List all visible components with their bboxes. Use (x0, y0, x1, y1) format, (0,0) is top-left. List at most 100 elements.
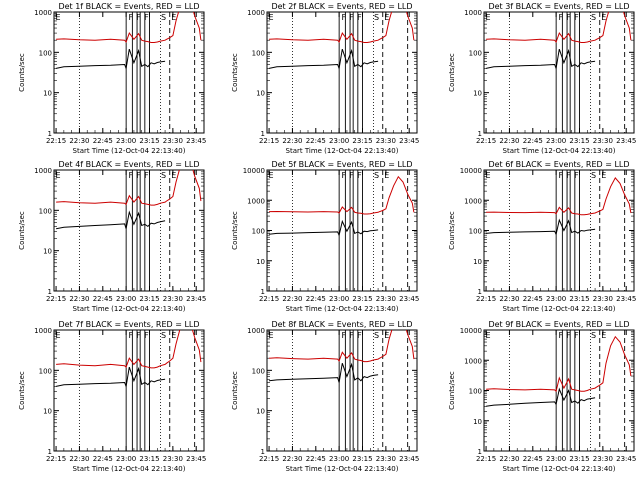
plot-3-ylabel: Counts/sec (448, 53, 456, 92)
plot-4-events-line (56, 210, 166, 230)
plot-6-xtick-label: 22:45 (523, 295, 543, 303)
plot-9-ytick-label: 1 (478, 448, 482, 456)
plot-1-annotation: F (136, 13, 141, 22)
plot-6-ytick-label: 1000 (464, 197, 482, 205)
plot-3-ytick-label: 1000 (464, 9, 482, 17)
plot-7-annotation: S (161, 331, 166, 340)
plot-9-annotation: F (559, 331, 564, 340)
plot-9-ytick-label: 1000 (464, 357, 482, 365)
plot-6-ytick-label: 1 (478, 288, 482, 296)
plot-4-xtick-label: 23:30 (163, 295, 183, 303)
plot-1-lld-line (56, 12, 202, 43)
plot-7-ytick-label: 10 (43, 408, 52, 416)
plot-9-annotation: F (574, 331, 579, 340)
plot-2-ylabel: Counts/sec (231, 53, 239, 92)
plot-9-ytick-label: 10 (473, 418, 482, 426)
plot-3-annotation: F (559, 13, 564, 22)
plot-5-events-line (269, 219, 379, 237)
plot-2-ytick-label: 10 (256, 90, 265, 98)
plot-4-xtick-label: 23:15 (139, 295, 159, 303)
plot-9-xlabel: Start Time (12-Oct-04 22:13:40) (503, 465, 616, 473)
plot-7-ytick-label: 1000 (34, 327, 52, 335)
plot-1-xtick-label: 23:00 (116, 137, 136, 145)
plot-7-xtick-label: 23:45 (186, 455, 206, 463)
plot-9-events-line (486, 387, 596, 407)
plot-2-lld-line (269, 12, 415, 43)
plot-8-title: Det 8f BLACK = Events, RED = LLD (271, 320, 412, 329)
plot-6-annotation: F (566, 171, 571, 180)
plot-4-ytick-label: 10 (43, 248, 52, 256)
plot-6-xtick-label: 22:15 (476, 295, 496, 303)
plot-4-annotation: F (136, 171, 141, 180)
plot-4-annotation: E (171, 171, 176, 180)
plot-5-annotation: E (384, 171, 389, 180)
plot-6-xlabel: Start Time (12-Oct-04 22:13:40) (503, 305, 616, 313)
plot-2-annotation: F (357, 13, 362, 22)
plot-1-annotation: F (129, 13, 134, 22)
plot-8-annotation: E (268, 331, 273, 340)
plot-7-annotation: E (55, 331, 60, 340)
plot-9-ytick-label: 10000 (460, 327, 482, 335)
plot-5-ytick-label: 10000 (243, 167, 265, 175)
plot-5-lld-line (269, 175, 415, 215)
plot-5-annotation: E (268, 171, 273, 180)
plot-5-xtick-label: 23:00 (329, 295, 349, 303)
plot-7-events-line (55, 366, 166, 389)
plot-2-annotation: E (268, 13, 273, 22)
plot-3-xtick-label: 22:30 (499, 137, 519, 145)
plot-3-ytick-label: 10 (473, 90, 482, 98)
plot-8-xtick-label: 22:15 (259, 455, 279, 463)
plot-5-xtick-label: 22:45 (306, 295, 326, 303)
plot-3-lld-line (486, 12, 632, 43)
plot-6-annotation: E (601, 171, 606, 180)
plot-5-ytick-label: 1 (261, 288, 265, 296)
plot-9-ylabel: Counts/sec (448, 371, 456, 410)
plot-5-xtick-label: 23:45 (399, 295, 419, 303)
plot-2-xtick-label: 22:15 (259, 137, 279, 145)
plot-5-annotation: F (342, 171, 347, 180)
plot-2-ytick-label: 100 (252, 49, 265, 57)
plot-4-title: Det 4f BLACK = Events, RED = LLD (58, 160, 199, 169)
plot-8-annotation: S (374, 331, 379, 340)
plot-1-annotation: S (161, 13, 166, 22)
plot-8-ytick-label: 100 (252, 367, 265, 375)
plot-3-xtick-label: 22:15 (476, 137, 496, 145)
plot-1-ytick-label: 1000 (34, 9, 52, 17)
plot-7-xtick-label: 23:30 (163, 455, 183, 463)
plot-6-events-line (486, 218, 596, 236)
plot-2-xtick-label: 23:30 (376, 137, 396, 145)
plot-8-xtick-label: 23:30 (376, 455, 396, 463)
plot-6-xtick-label: 23:30 (593, 295, 613, 303)
plot-7-lld-line (56, 330, 202, 369)
plot-2-annotation: F (342, 13, 347, 22)
plot-7-xtick-label: 23:00 (116, 455, 136, 463)
plot-4-xtick-label: 22:45 (93, 295, 113, 303)
plot-7-title: Det 7f BLACK = Events, RED = LLD (58, 320, 199, 329)
plot-6-lld-line (486, 177, 632, 216)
plot-4-xtick-label: 22:15 (46, 295, 66, 303)
plot-1-xtick-label: 22:45 (93, 137, 113, 145)
plot-5-xtick-label: 22:15 (259, 295, 279, 303)
plot-8-annotation: E (384, 331, 389, 340)
plot-1-annotation: E (55, 13, 60, 22)
plot-4-xtick-label: 23:00 (116, 295, 136, 303)
plot-2-xtick-label: 22:30 (282, 137, 302, 145)
plot-3-xtick-label: 23:15 (569, 137, 589, 145)
plot-4-xlabel: Start Time (12-Oct-04 22:13:40) (73, 305, 186, 313)
plot-4-ylabel: Counts/sec (18, 211, 26, 250)
plot-1-xtick-label: 22:30 (69, 137, 89, 145)
plot-1-xtick-label: 23:45 (186, 137, 206, 145)
plot-4-annotation: F (129, 171, 134, 180)
plot-5-ytick-label: 100 (252, 228, 265, 236)
plot-6-xtick-label: 22:30 (499, 295, 519, 303)
plot-8-xtick-label: 22:30 (282, 455, 302, 463)
plot-3-xlabel: Start Time (12-Oct-04 22:13:40) (503, 147, 616, 155)
plot-9-title: Det 9f BLACK = Events, RED = LLD (488, 320, 629, 329)
plot-3-xtick-label: 23:45 (616, 137, 636, 145)
plot-5-title: Det 5f BLACK = Events, RED = LLD (271, 160, 412, 169)
plot-3-annotation: F (566, 13, 571, 22)
plot-4-ytick-label: 100 (39, 207, 52, 215)
plot-1-annotation: F (144, 13, 149, 22)
